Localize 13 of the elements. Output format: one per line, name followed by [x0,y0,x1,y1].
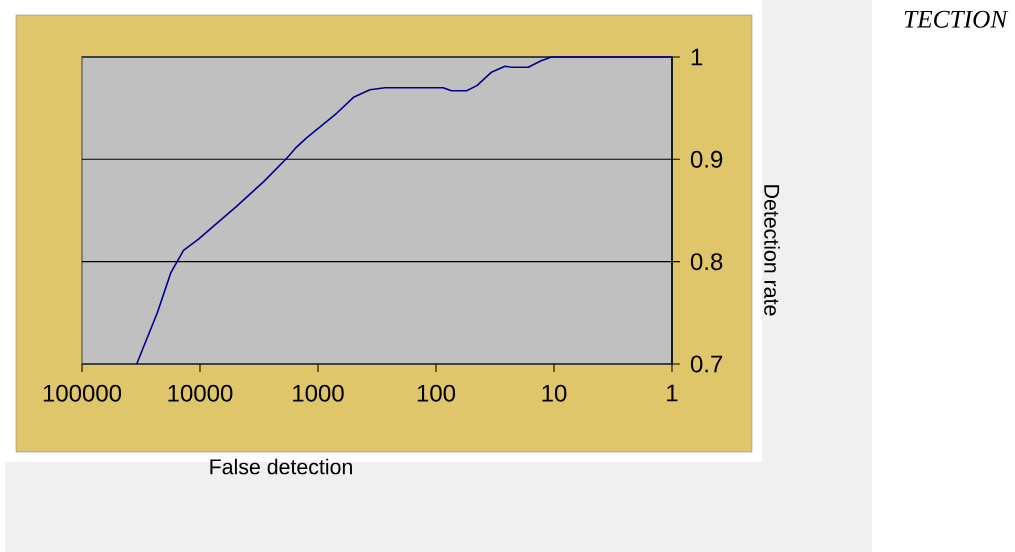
x-tick-label: 10000 [168,384,233,402]
x-tick-label: 10 [542,384,567,402]
y-tick-label: 1 [691,48,703,66]
x-tick-label: 100 [417,384,456,402]
x-tick-label: 1000 [293,384,344,402]
text: TECTION [904,10,1009,28]
y-tick-label: 0.8 [690,253,723,271]
y-tick-label: 0.9 [690,150,723,168]
y-axis-title: Detection rate [764,185,780,316]
x-tick-label: 1 [667,384,678,402]
y-tick-label: 0.7 [690,355,723,373]
x-tick-label: 100000 [43,384,122,402]
x-axis-title: False detection [210,458,352,475]
